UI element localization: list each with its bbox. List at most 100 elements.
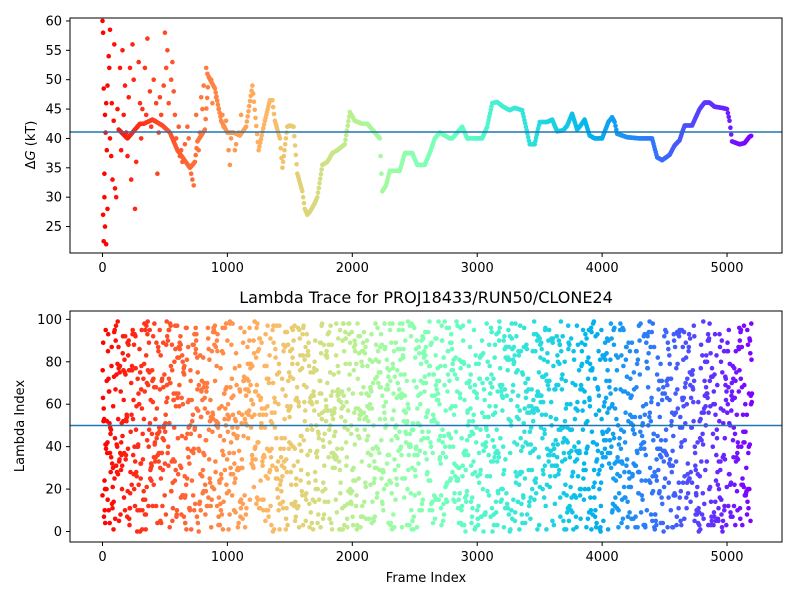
lambda-point bbox=[713, 499, 718, 505]
lambda-point bbox=[305, 471, 311, 477]
lambda-point bbox=[254, 382, 260, 388]
lambda-point bbox=[337, 467, 343, 473]
lambda-point bbox=[578, 516, 583, 522]
lambda-point bbox=[445, 348, 451, 354]
lambda-point bbox=[748, 351, 753, 356]
lambda-point bbox=[105, 348, 111, 354]
lambda-point bbox=[312, 408, 317, 413]
delta-g-point bbox=[523, 124, 529, 129]
lambda-point bbox=[335, 387, 341, 392]
lambda-point bbox=[685, 376, 690, 382]
lambda-point bbox=[240, 340, 246, 346]
lambda-point bbox=[319, 391, 324, 396]
lambda-point bbox=[141, 488, 146, 494]
lambda-point bbox=[260, 412, 266, 418]
lambda-point bbox=[519, 469, 525, 475]
lambda-point bbox=[492, 455, 497, 460]
lambda-point bbox=[674, 522, 679, 528]
lambda-point bbox=[674, 514, 680, 519]
lambda-point bbox=[685, 491, 691, 496]
lambda-point bbox=[126, 338, 131, 343]
lambda-point bbox=[580, 408, 585, 413]
lambda-point bbox=[410, 421, 416, 426]
lambda-point bbox=[478, 467, 484, 473]
lambda-point bbox=[602, 340, 608, 346]
lambda-point bbox=[582, 389, 587, 394]
lambda-point bbox=[100, 368, 105, 373]
lambda-point bbox=[407, 522, 412, 528]
lambda-point bbox=[332, 406, 337, 411]
lambda-point bbox=[341, 393, 347, 399]
lambda-point bbox=[251, 484, 257, 490]
lambda-point bbox=[538, 355, 543, 360]
lambda-point bbox=[296, 399, 301, 405]
lambda-point bbox=[212, 378, 218, 384]
lambda-point bbox=[560, 372, 565, 377]
delta-g-point bbox=[317, 181, 322, 186]
lambda-point bbox=[453, 429, 459, 435]
lambda-point bbox=[392, 525, 397, 530]
lambda-point bbox=[572, 416, 578, 422]
lambda-point bbox=[455, 505, 461, 511]
lambda-point bbox=[718, 467, 723, 473]
lambda-point bbox=[107, 520, 112, 526]
delta-g-point bbox=[300, 189, 305, 194]
lambda-point bbox=[219, 404, 224, 409]
lambda-point bbox=[528, 442, 534, 447]
lambda-point bbox=[609, 444, 614, 450]
lambda-point bbox=[132, 459, 138, 464]
delta-g-point bbox=[112, 186, 118, 191]
lambda-point bbox=[717, 418, 722, 424]
lambda-point bbox=[700, 431, 705, 437]
lambda-point bbox=[247, 325, 252, 331]
lambda-point bbox=[352, 348, 358, 354]
lambda-point bbox=[480, 380, 485, 386]
lambda-point bbox=[180, 359, 185, 365]
lambda-point bbox=[442, 319, 448, 324]
lambda-point bbox=[535, 408, 541, 413]
lambda-point bbox=[438, 461, 444, 466]
lambda-point bbox=[596, 408, 602, 413]
lambda-point bbox=[246, 389, 252, 394]
lambda-point bbox=[487, 391, 493, 396]
lambda-point bbox=[159, 450, 165, 456]
lambda-point bbox=[251, 338, 256, 343]
lambda-point bbox=[408, 334, 414, 339]
lambda-point bbox=[264, 363, 269, 369]
lambda-point bbox=[569, 427, 575, 433]
lambda-point bbox=[587, 404, 593, 409]
lambda-point bbox=[724, 389, 729, 394]
delta-g-point bbox=[280, 165, 285, 171]
delta-g-point bbox=[198, 95, 204, 100]
lambda-point bbox=[370, 359, 375, 365]
lambda-point bbox=[723, 376, 729, 382]
lambda-point bbox=[660, 520, 666, 526]
lambda-point bbox=[667, 457, 673, 462]
lambda-point bbox=[146, 427, 152, 433]
lambda-point bbox=[540, 435, 545, 441]
delta-g-point bbox=[110, 177, 115, 182]
lambda-point bbox=[714, 435, 720, 441]
lambda-point bbox=[175, 435, 181, 441]
delta-g-point bbox=[107, 27, 113, 33]
lambda-point bbox=[213, 459, 218, 464]
lambda-point bbox=[709, 365, 715, 371]
lambda-point bbox=[512, 510, 518, 515]
lambda-point bbox=[175, 395, 180, 401]
lambda-point bbox=[236, 448, 242, 454]
lambda-point bbox=[113, 387, 118, 392]
lambda-point bbox=[382, 321, 387, 326]
lambda-point bbox=[160, 503, 165, 509]
lambda-point bbox=[744, 465, 749, 471]
lambda-point bbox=[327, 427, 332, 433]
lambda-point bbox=[236, 520, 241, 526]
lambda-point bbox=[515, 393, 521, 399]
lambda-point bbox=[254, 501, 259, 507]
lambda-point bbox=[292, 446, 298, 452]
lambda-point bbox=[319, 416, 325, 422]
lambda-point bbox=[621, 327, 626, 333]
lambda-point bbox=[178, 334, 183, 339]
lambda-point bbox=[568, 484, 573, 490]
lambda-point bbox=[520, 444, 525, 450]
lambda-point bbox=[688, 395, 694, 401]
